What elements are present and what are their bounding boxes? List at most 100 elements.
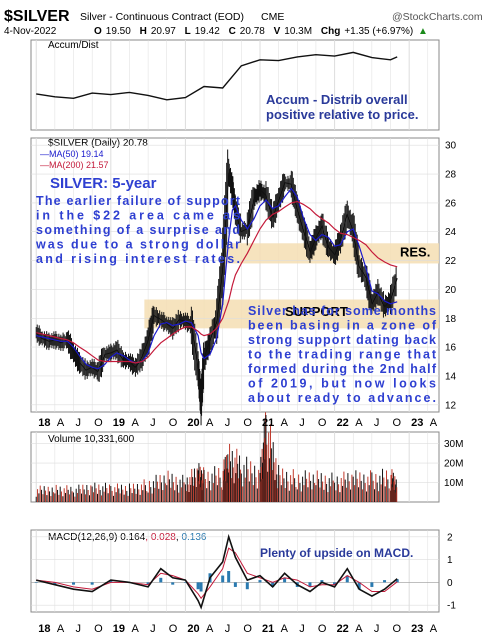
x-tick-label: A <box>281 417 289 429</box>
macd-histogram-bar <box>395 579 399 583</box>
macd-legend: MACD(12,26,9) 0.164, 0.028, 0.136 <box>48 532 207 543</box>
chart-header: $SILVER Silver - Continuous Contract (EO… <box>4 8 483 37</box>
macd-histogram-bar <box>333 582 337 585</box>
price-tick-label: 16 <box>445 343 457 354</box>
macd-histogram-bar <box>357 582 361 590</box>
macd-histogram-bar <box>271 582 275 587</box>
x-tick-label: J <box>76 417 82 429</box>
x-tick-label: J <box>76 623 82 635</box>
macd-panel: MACD(12,26,9) 0.164, 0.028, 0.136 Plenty… <box>31 532 456 612</box>
x-tick-label: J <box>150 623 156 635</box>
macd-histogram-bar <box>345 575 349 583</box>
support-label: SUPPORT <box>285 304 348 319</box>
annotation-left-line: The earlier failure of support <box>36 194 241 208</box>
annotation-right-line: of 2019, but now looks <box>248 377 436 391</box>
macd-tick-label: 0 <box>447 578 453 589</box>
x-tick-label: O <box>94 417 103 429</box>
macd-histogram-bar <box>183 582 187 583</box>
annotation-right: Silver has for some months been basing in… <box>248 304 437 405</box>
x-tick-label: J <box>374 417 380 429</box>
x-tick-label: A <box>430 623 438 635</box>
symbol: $SILVER <box>4 8 70 25</box>
macd-tick-label: 2 <box>447 532 453 543</box>
x-tick-label: J <box>225 623 231 635</box>
x-tick-label: 20 <box>187 417 199 429</box>
macd-histogram-bar <box>159 577 163 583</box>
price-tick-label: 30 <box>445 141 457 152</box>
x-tick-label: A <box>131 623 139 635</box>
x-tick-label: J <box>299 417 305 429</box>
x-tick-label: O <box>169 623 178 635</box>
annotation-right-line: about ready to advance. <box>248 391 436 405</box>
x-tick-label: 21 <box>262 417 274 429</box>
x-tick-label: 18 <box>38 623 50 635</box>
x-tick-label: J <box>225 417 231 429</box>
description: Silver - Continuous Contract (EOD) <box>80 11 244 23</box>
annotation-left-line: something of a surprise and <box>36 223 240 237</box>
macd-tick-label: 1 <box>447 555 453 566</box>
x-tick-label: A <box>355 623 363 635</box>
chart-title: SILVER: 5-year <box>50 175 157 192</box>
macd-histogram-bar <box>171 582 175 585</box>
macd-histogram-bar <box>233 582 237 587</box>
macd-histogram-bar <box>90 582 94 585</box>
x-tick-label: A <box>281 623 289 635</box>
price-tick-label: 12 <box>445 400 457 411</box>
x-tick-label: A <box>131 417 139 429</box>
x-tick-label: O <box>243 417 252 429</box>
price-tick-label: 14 <box>445 371 457 382</box>
macd-histogram-bar <box>199 582 203 592</box>
ma200-legend: —MA(200) 21.57 <box>40 160 109 170</box>
accum-dist-legend: Accum/Dist <box>48 40 99 51</box>
accum-dist-annotation-line: positive relative to price. <box>266 107 418 122</box>
macd-histogram-bar <box>72 582 76 585</box>
panel-frame-macd <box>30 529 440 613</box>
macd-histogram-bar <box>258 580 262 583</box>
x-tick-label: O <box>169 417 178 429</box>
x-tick-label: A <box>430 417 438 429</box>
x-tick-label: 22 <box>337 417 349 429</box>
macd-annotation: Plenty of upside on MACD. <box>260 546 413 560</box>
macd-histogram-bar <box>370 582 374 587</box>
x-tick-label: O <box>318 623 327 635</box>
price-tick-label: 18 <box>445 314 457 325</box>
x-tick-label: 21 <box>262 623 274 635</box>
price-tick-label: 24 <box>445 227 457 238</box>
macd-histogram-bar <box>383 580 387 583</box>
x-tick-label: J <box>374 623 380 635</box>
volume-panel: Volume 10,331,600 10M 20M 30M <box>31 412 463 502</box>
ohlc-readout: O 19.50 H 20.97 L 19.42 C 20.78 V 10.3M Chg +1… <box>94 26 428 37</box>
volume-legend: Volume 10,331,600 <box>48 434 135 445</box>
price-tick-label: 28 <box>445 170 457 181</box>
price-tick-label: 26 <box>445 198 457 209</box>
ma50-legend: —MA(50) 19.14 <box>40 149 104 159</box>
macd-histogram-bar <box>53 582 57 585</box>
x-tick-label: 19 <box>113 623 125 635</box>
price-close-line <box>35 172 398 402</box>
annotation-left-line: and rising interest rates. <box>36 252 240 266</box>
volume-tick-label: 10M <box>444 478 463 489</box>
macd-histogram-bar <box>283 577 287 583</box>
annotation-right-line: formed during the 2nd half <box>248 362 437 376</box>
x-tick-label: O <box>94 623 103 635</box>
macd-tick-label: -1 <box>447 601 456 612</box>
macd-histogram-bar <box>308 582 312 587</box>
x-tick-label: O <box>318 417 327 429</box>
x-tick-label: 22 <box>337 623 349 635</box>
accum-dist-panel: Accum/Dist Accum - Distrib overall positi… <box>36 40 418 122</box>
x-tick-label: A <box>57 417 65 429</box>
x-tick-label: A <box>206 623 214 635</box>
panel-frame-ad <box>30 39 440 131</box>
x-tick-label: A <box>355 417 363 429</box>
volume-tick-label: 20M <box>444 459 463 470</box>
annotation-left-line: was due to a strong dollar <box>35 238 240 252</box>
source-credit: @StockCharts.com <box>392 11 483 23</box>
volume-tick-label: 30M <box>444 439 463 450</box>
x-tick-label: A <box>206 417 214 429</box>
x-tick-label: A <box>57 623 65 635</box>
price-legend-title: $SILVER (Daily) 20.78 <box>48 138 148 149</box>
accum-dist-annotation: Accum - Distrib overall positive relative… <box>266 92 418 122</box>
macd-histogram-bar <box>34 582 38 583</box>
ma50-line <box>36 187 398 370</box>
